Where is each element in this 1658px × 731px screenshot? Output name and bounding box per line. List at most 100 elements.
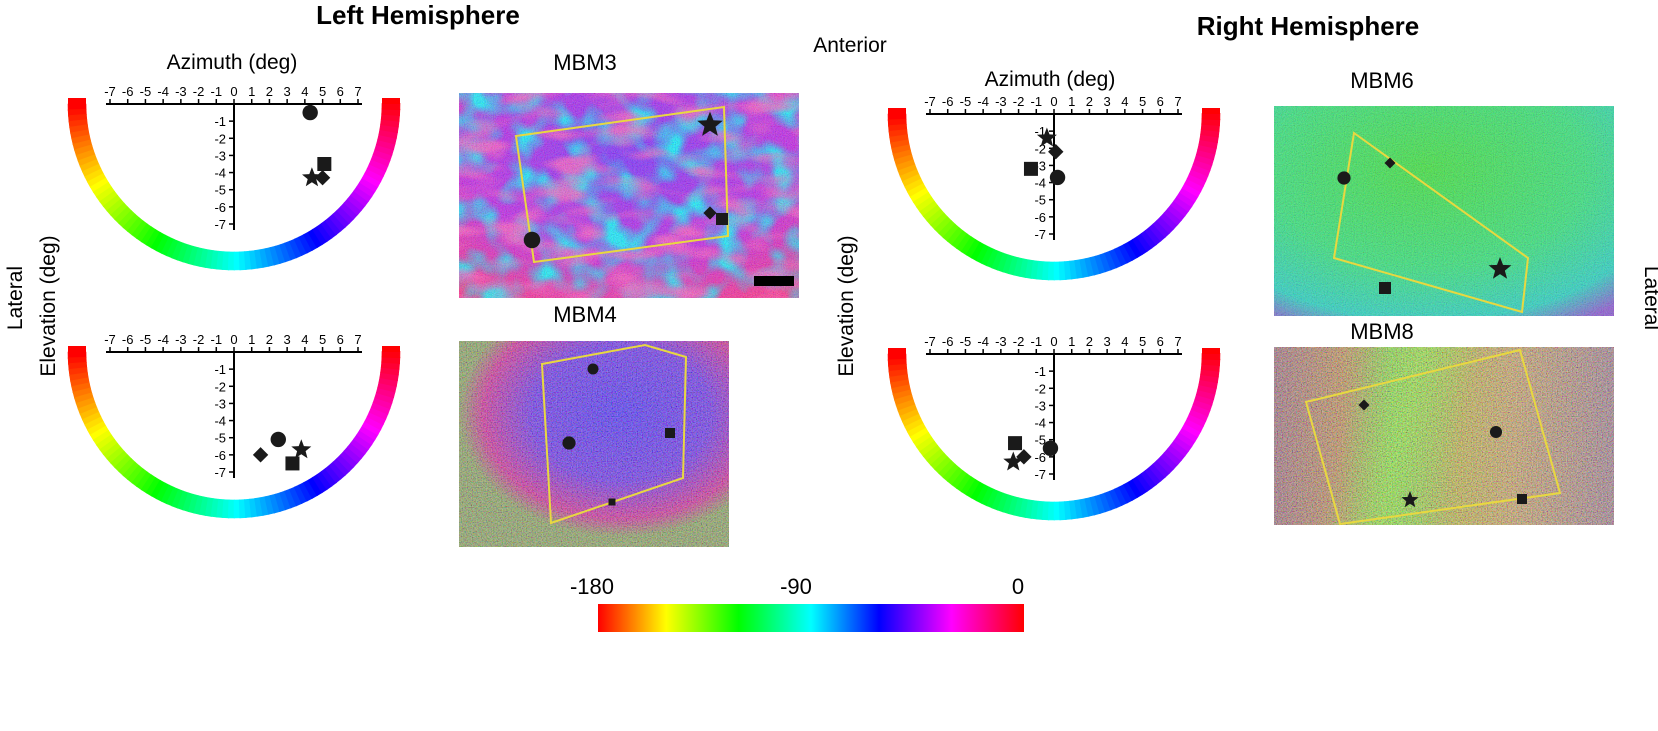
map-marker-circle <box>1489 425 1503 439</box>
azimuth-tick-label: 2 <box>1086 94 1093 109</box>
elevation-label-right: Elevation (deg) <box>835 235 858 376</box>
azimuth-tick-label: 0 <box>230 332 237 347</box>
data-point-circle <box>1042 440 1059 456</box>
map-marker-square <box>1379 282 1391 294</box>
map-markers <box>523 111 1527 508</box>
azimuth-tick-label: -3 <box>175 332 187 347</box>
colorbar-label-max: 0 <box>1012 574 1024 599</box>
elevation-tick-label: -7 <box>1034 467 1046 482</box>
map-marker-star <box>1488 257 1512 279</box>
azimuth-tick-label: 5 <box>1139 334 1146 349</box>
azimuth-tick-label: -3 <box>175 84 187 99</box>
elevation-tick-label: -1 <box>1034 124 1046 139</box>
azimuth-tick-label: -7 <box>104 332 116 347</box>
azimuth-tick-label: -4 <box>157 84 169 99</box>
elevation-tick-label: -1 <box>214 362 226 377</box>
azimuth-tick-label: -5 <box>140 84 152 99</box>
data-point-star <box>1003 451 1024 471</box>
data-point-circle <box>302 104 318 121</box>
map-title-mbm6: MBM6 <box>1350 68 1414 93</box>
azimuth-tick-label: -1 <box>1031 334 1043 349</box>
visual-field-plot-right-bottom: -7 -6 -5 -4 -3 -2 -1 0 1 2 3 4 5 6 7 -1 -2 -3 -4 -5 -6 -7 <box>887 334 1221 521</box>
azimuth-tick-label: 0 <box>1050 334 1057 349</box>
azimuth-tick-label: 0 <box>1050 94 1057 109</box>
elevation-tick-label: -2 <box>214 379 226 394</box>
data-point-circle <box>1049 169 1066 186</box>
data-point-diamond <box>1016 449 1032 465</box>
scale-bar <box>754 276 794 286</box>
elevation-tick-label: -7 <box>1034 227 1046 242</box>
azimuth-tick-label: 2 <box>266 332 273 347</box>
azimuth-tick-label: -3 <box>995 334 1007 349</box>
map-marker-circle <box>523 231 541 249</box>
azimuth-tick-label: 7 <box>1174 334 1181 349</box>
azimuth-tick-label: 3 <box>1104 334 1111 349</box>
azimuth-tick-label: 6 <box>337 332 344 347</box>
lateral-label-right: Lateral <box>1640 266 1658 330</box>
azimuth-tick-label: -4 <box>977 334 989 349</box>
azimuth-tick-label: -6 <box>122 84 134 99</box>
azimuth-tick-label: -1 <box>1031 94 1043 109</box>
elevation-tick-label: -2 <box>1034 381 1046 396</box>
anterior-label: Anterior <box>813 34 887 57</box>
data-point-star <box>302 167 322 187</box>
azimuth-tick-label: 6 <box>1157 334 1164 349</box>
data-point-diamond <box>1048 144 1064 160</box>
roi-outline-mbm8 <box>1304 348 1562 526</box>
azimuth-tick-label: -5 <box>960 94 972 109</box>
elevation-label-left: Elevation (deg) <box>37 235 60 376</box>
right-hemisphere-title: Right Hemisphere <box>1197 11 1420 41</box>
azimuth-tick-label: 5 <box>319 84 326 99</box>
elevation-tick-label: -4 <box>1034 176 1046 191</box>
phase-map-mbm3 <box>459 93 799 298</box>
map-marker-square <box>665 428 675 438</box>
phase-map-mbm4 <box>459 341 729 547</box>
elevation-tick-label: -6 <box>214 200 226 215</box>
map-title-mbm4: MBM4 <box>553 302 617 327</box>
colorbar-label-min: -180 <box>570 574 614 599</box>
azimuth-tick-label: -5 <box>140 332 152 347</box>
azimuth-tick-label: 3 <box>284 332 291 347</box>
data-point-star <box>291 439 312 459</box>
azimuth-tick-label: 3 <box>1104 94 1111 109</box>
roi-outline-mbm6 <box>1332 131 1530 314</box>
map-marker-circle <box>562 436 576 450</box>
map-marker-circle <box>1337 171 1351 185</box>
azimuth-tick-label: -5 <box>960 334 972 349</box>
elevation-tick-label: -5 <box>214 183 226 198</box>
elevation-tick-label: -4 <box>1034 416 1046 431</box>
azimuth-tick-label: -7 <box>104 84 116 99</box>
azimuth-tick-label: 1 <box>248 332 255 347</box>
azimuth-tick-label: -4 <box>157 332 169 347</box>
azimuth-tick-label: -2 <box>1013 94 1025 109</box>
data-point-circle <box>270 431 286 448</box>
colorbar-label-mid: -90 <box>780 574 812 599</box>
data-point-square <box>1023 161 1038 176</box>
left-hemisphere-title: Left Hemisphere <box>316 0 520 30</box>
azimuth-tick-label: 2 <box>1086 334 1093 349</box>
azimuth-tick-label: -6 <box>942 94 954 109</box>
azimuth-tick-label: 4 <box>1121 94 1128 109</box>
visual-field-plot-left-top: -7 -6 -5 -4 -3 -2 -1 0 1 2 3 4 5 6 7 -1 -2 -3 -4 -5 -6 -7 <box>67 84 401 271</box>
azimuth-tick-label: 7 <box>354 332 361 347</box>
azimuth-tick-label: 1 <box>248 84 255 99</box>
elevation-tick-label: -4 <box>214 414 226 429</box>
elevation-tick-label: -5 <box>214 431 226 446</box>
azimuth-tick-label: 2 <box>266 84 273 99</box>
azimuth-tick-label: -7 <box>924 334 936 349</box>
map-marker-diamond <box>1358 399 1370 411</box>
azimuth-tick-label: -2 <box>193 84 205 99</box>
azimuth-tick-label: 6 <box>1157 94 1164 109</box>
data-point-star <box>1036 127 1057 147</box>
map-marker-square <box>608 498 616 506</box>
map-marker-diamond <box>1384 157 1396 169</box>
data-point-square <box>317 157 332 171</box>
azimuth-label-left: Azimuth (deg) <box>167 51 298 74</box>
azimuth-tick-label: 1 <box>1068 334 1075 349</box>
azimuth-tick-label: 4 <box>301 84 308 99</box>
elevation-tick-label: -1 <box>214 114 226 129</box>
map-marker-square <box>716 213 728 225</box>
map-marker-diamond <box>703 206 717 220</box>
azimuth-tick-label: -2 <box>193 332 205 347</box>
elevation-tick-label: -3 <box>1034 158 1046 173</box>
